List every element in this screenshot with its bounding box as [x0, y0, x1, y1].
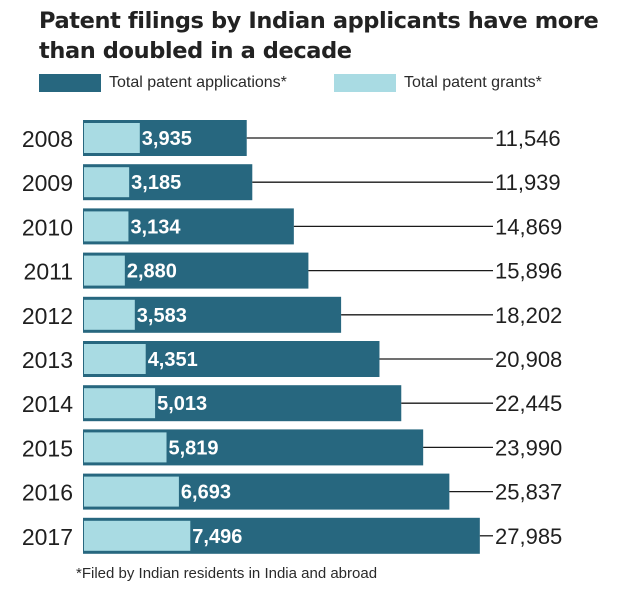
applications-value-label: 14,869 — [495, 214, 562, 239]
grants-value-label: 3,185 — [131, 172, 181, 194]
year-label: 2017 — [22, 524, 73, 550]
grants-value-label: 7,496 — [192, 526, 242, 548]
grants-bar — [84, 299, 135, 330]
grants-value-label: 2,880 — [127, 261, 177, 283]
grants-bar — [84, 520, 191, 551]
legend-label-grants: Total patent grants* — [404, 74, 542, 91]
applications-value-label: 11,546 — [495, 126, 561, 151]
grants-bar — [84, 167, 130, 198]
grants-bar — [84, 211, 129, 242]
grants-bar — [84, 123, 140, 153]
grants-value-label: 6,693 — [181, 482, 231, 504]
year-label: 2012 — [22, 303, 73, 329]
applications-value-label: 22,445 — [495, 391, 562, 416]
grants-bar — [84, 388, 156, 419]
applications-value-label: 20,908 — [495, 347, 562, 372]
applications-value-label: 23,990 — [495, 435, 562, 460]
grants-value-label: 5,819 — [169, 437, 219, 459]
year-label: 2009 — [22, 170, 73, 196]
applications-value-label: 25,837 — [495, 480, 562, 505]
grants-value-label: 5,013 — [157, 393, 207, 415]
footnote: *Filed by Indian residents in India and … — [76, 565, 378, 582]
grants-bar — [84, 432, 167, 463]
grants-value-label: 3,583 — [137, 305, 187, 327]
applications-value-label: 11,939 — [495, 170, 561, 195]
year-label: 2016 — [22, 480, 73, 506]
legend-label-applications: Total patent applications* — [109, 74, 287, 91]
grants-value-label: 3,935 — [142, 128, 192, 150]
grants-value-label: 3,134 — [130, 216, 181, 238]
applications-value-label: 27,985 — [495, 524, 562, 549]
year-label: 2008 — [22, 126, 73, 152]
applications-value-label: 15,896 — [495, 259, 562, 284]
grants-bar — [84, 476, 179, 507]
grants-bar — [84, 344, 146, 374]
year-label: 2013 — [22, 347, 73, 373]
year-label: 2010 — [22, 214, 73, 240]
legend-swatch-grants — [334, 74, 396, 92]
legend-swatch-applications — [39, 74, 101, 92]
year-label: 2011 — [24, 259, 73, 285]
applications-value-label: 18,202 — [495, 303, 562, 328]
chart-title: Patent filings by Indian applicants have… — [39, 8, 599, 64]
grants-value-label: 4,351 — [148, 349, 198, 371]
year-label: 2015 — [22, 435, 73, 461]
year-label: 2014 — [22, 391, 73, 417]
grants-bar — [84, 255, 125, 286]
